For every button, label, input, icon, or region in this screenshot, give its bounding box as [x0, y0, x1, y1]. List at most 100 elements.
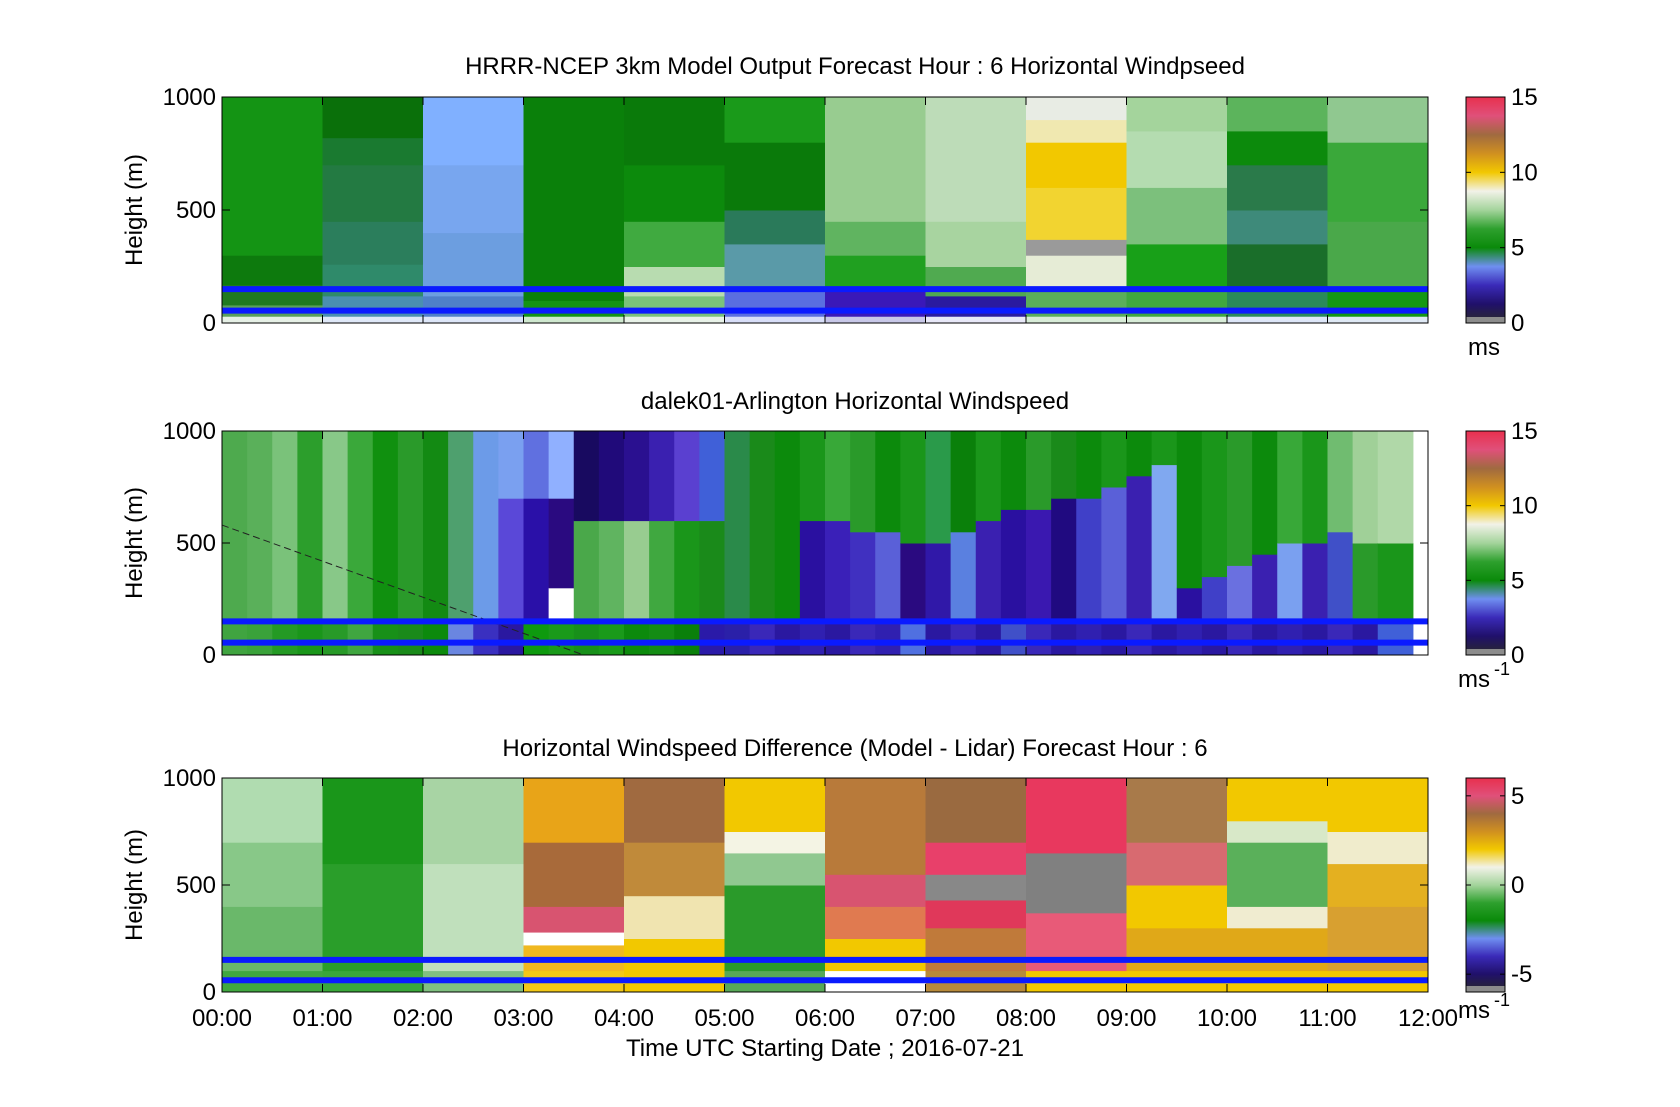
heatmap-cell	[1076, 431, 1102, 499]
heatmap-cell	[825, 255, 926, 290]
heatmap-cell	[1252, 554, 1278, 622]
heatmap-cell	[1051, 498, 1077, 622]
y-tick-label: 0	[203, 979, 216, 1006]
heatmap-cell	[1101, 621, 1127, 656]
heatmap-cell	[825, 906, 926, 939]
heatmap-cell	[523, 498, 550, 622]
heatmap-cell	[875, 431, 901, 533]
heatmap-cell	[1227, 842, 1328, 907]
y-axis-label: Height (m)	[121, 154, 148, 266]
x-tick-label: 12:00	[1398, 1005, 1458, 1032]
heatmap-cell	[1277, 621, 1303, 656]
heatmap-cell	[950, 531, 977, 622]
heatmap-cell	[1201, 621, 1228, 656]
heatmap-cell	[1026, 119, 1127, 143]
heatmap-cell	[397, 621, 424, 656]
heatmap-cell	[674, 431, 700, 522]
panel-title: Horizontal Windspeed Difference (Model -…	[502, 735, 1207, 762]
panel-2: dalek01-Arlington Horizontal Windspeed 0 5…	[121, 388, 1538, 693]
colorbar-gradient	[1466, 97, 1505, 323]
heatmap-cell	[649, 520, 675, 622]
heatmap-cell	[649, 621, 675, 656]
panel-1: HRRR-NCEP 3km Model Output Forecast Hour…	[121, 53, 1538, 361]
heatmap-cell	[649, 431, 675, 522]
heatmap-cell	[1151, 621, 1178, 656]
heatmap-cell	[724, 778, 826, 832]
heatmap-cell	[347, 621, 374, 656]
heatmap-cell	[1000, 431, 1027, 510]
heatmap-cell	[1126, 621, 1153, 656]
colorbar-tick-label: 5	[1511, 567, 1524, 594]
heatmap-cell	[699, 431, 725, 522]
heatmap-cell	[1051, 431, 1077, 499]
heatmap-cell	[322, 97, 424, 139]
heatmap-cell	[1302, 621, 1328, 656]
heatmap-cell	[1026, 97, 1127, 121]
heatmap-cell	[1026, 431, 1052, 510]
panel-title: dalek01-Arlington Horizontal Windspeed	[641, 388, 1069, 415]
heatmap-cell	[1227, 316, 1328, 324]
heatmap-cell	[1227, 820, 1328, 843]
heatmap-cell	[297, 431, 323, 622]
heatmap-cell	[548, 587, 575, 622]
heatmap-cell	[322, 621, 349, 656]
heatmap-cell	[1000, 509, 1027, 622]
heatmap-cell	[1227, 621, 1253, 656]
heatmap-cell	[1352, 621, 1379, 656]
heatmap-cell	[925, 899, 1027, 929]
x-tick-label: 07:00	[895, 1005, 955, 1032]
heatmap-cell	[1076, 621, 1102, 656]
heatmap-cell	[498, 621, 524, 656]
heatmap-cell	[875, 531, 901, 622]
heatmap-cell	[598, 621, 625, 656]
heatmap-cell	[322, 137, 424, 166]
heatmap-cell	[423, 621, 449, 656]
heatmap-cell	[1277, 431, 1303, 544]
heatmap-cell	[724, 431, 751, 622]
x-tick-label: 00:00	[192, 1005, 252, 1032]
x-tick-label: 11:00	[1298, 1005, 1356, 1032]
y-tick-label: 500	[176, 197, 216, 224]
heatmap-cell	[1026, 852, 1127, 914]
heatmap-cell	[1352, 543, 1379, 622]
y-tick-label: 0	[203, 310, 216, 337]
heatmap-cell	[573, 520, 600, 622]
heatmap-cell	[222, 621, 248, 656]
heatmap-cell	[423, 778, 524, 865]
heatmap-cell	[322, 863, 424, 972]
colorbar-gradient	[1466, 778, 1505, 992]
x-tick-label: 05:00	[694, 1005, 754, 1032]
heatmap-cell	[825, 621, 851, 656]
heatmap-cell	[1126, 97, 1228, 132]
colorbar-frame	[1465, 96, 1506, 324]
heatmap-cell	[247, 621, 273, 656]
heatmap-cell	[825, 938, 926, 972]
heatmap-cell	[247, 431, 273, 622]
x-tick-label: 09:00	[1096, 1005, 1156, 1032]
x-axis-label: Time UTC Starting Date ; 2016-07-21	[626, 1035, 1024, 1062]
colorbar-tick-label: 5	[1511, 235, 1524, 262]
heatmap-cell	[925, 295, 1027, 317]
heatmap-cell	[975, 431, 1002, 522]
y-tick-label: 1000	[163, 84, 216, 111]
heatmap-cell	[498, 498, 524, 622]
colorbar-tick-label: 10	[1511, 159, 1538, 186]
heatmap-cell	[1377, 543, 1414, 622]
heatmap-cell	[322, 778, 424, 865]
heatmap-cell	[699, 520, 725, 622]
heatmap-cell	[825, 520, 851, 622]
heatmap-cell	[222, 316, 323, 324]
y-tick-label: 500	[176, 872, 216, 899]
heatmap-cell	[1377, 431, 1414, 544]
heatmap-cell	[624, 621, 650, 656]
heatmap-cell	[322, 164, 424, 222]
heatmap-cell	[1126, 842, 1228, 886]
heatmap-cell	[1227, 927, 1328, 972]
heatmap-cell	[548, 498, 575, 589]
heatmap-cell	[674, 520, 700, 622]
heatmap-cell	[573, 431, 600, 522]
heatmap-cell	[423, 295, 524, 317]
heatmap-cell	[900, 543, 926, 622]
heatmap-cell	[423, 232, 524, 297]
